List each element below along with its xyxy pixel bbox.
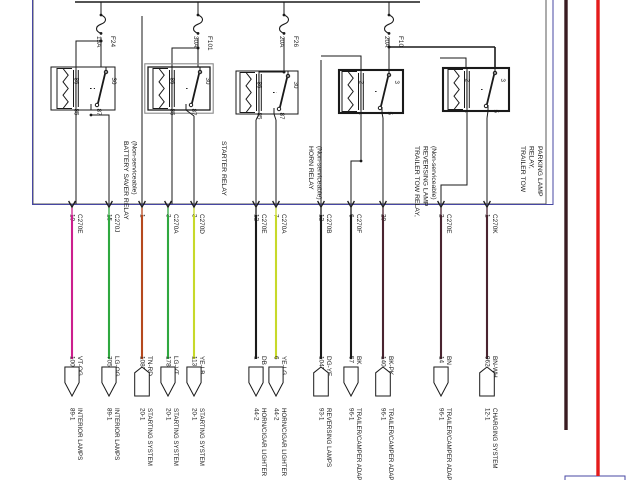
svg-text:C270E: C270E <box>76 214 83 234</box>
svg-text:TRAILER TOW RELAY,: TRAILER TOW RELAY, <box>413 146 420 217</box>
svg-text:C270F: C270F <box>355 214 362 233</box>
svg-text:30: 30 <box>110 78 117 85</box>
svg-text:96-1: 96-1 <box>438 408 445 421</box>
svg-text:C270A: C270A <box>280 214 287 234</box>
svg-text:3: 3 <box>393 81 400 85</box>
svg-text:HORN RELAY: HORN RELAY <box>307 146 314 190</box>
svg-text:DB: DB <box>260 356 267 365</box>
svg-text:44-2: 44-2 <box>273 408 280 421</box>
svg-text:86: 86 <box>169 78 176 85</box>
svg-text:140: 140 <box>380 356 387 367</box>
svg-text:3: 3 <box>499 79 506 83</box>
svg-text:113: 113 <box>191 356 198 367</box>
svg-text:44-2: 44-2 <box>253 408 260 421</box>
svg-text:5: 5 <box>492 110 499 114</box>
svg-text:STARTING SYSTEM: STARTING SYSTEM <box>198 408 205 466</box>
svg-text:TRAILER TOW: TRAILER TOW <box>519 146 526 193</box>
svg-text:89-1: 89-1 <box>106 408 113 421</box>
svg-text:86: 86 <box>73 78 80 85</box>
svg-text:6: 6 <box>273 356 280 360</box>
svg-text:C270K: C270K <box>491 214 498 234</box>
svg-text:INTERIOR LAMPS: INTERIOR LAMPS <box>113 408 120 460</box>
svg-text:F26: F26 <box>292 36 299 47</box>
svg-text:5: 5 <box>386 112 393 116</box>
svg-text:C270E: C270E <box>445 214 452 234</box>
svg-text:BN: BN <box>445 356 452 365</box>
svg-text:57: 57 <box>348 356 355 364</box>
svg-text:962: 962 <box>484 356 491 367</box>
svg-text:89-1: 89-1 <box>69 408 76 421</box>
svg-text:2: 2 <box>464 79 471 83</box>
svg-text:705: 705 <box>106 356 113 367</box>
svg-text:96-1: 96-1 <box>380 408 387 421</box>
svg-text:93-1: 93-1 <box>318 408 325 421</box>
svg-text:C270J: C270J <box>113 214 120 232</box>
svg-text:20A: 20A <box>278 36 285 48</box>
svg-text:12-1: 12-1 <box>484 408 491 421</box>
svg-text:STARTING SYSTEM: STARTING SYSTEM <box>146 408 153 466</box>
svg-text:C270D: C270D <box>198 214 205 234</box>
svg-text:30: 30 <box>204 78 211 85</box>
svg-text:87: 87 <box>278 113 285 120</box>
svg-text:20-1: 20-1 <box>165 408 172 421</box>
svg-text:1: 1 <box>253 356 260 360</box>
svg-text:20A: 20A <box>383 36 390 48</box>
svg-text:RELAY,: RELAY, <box>528 146 535 169</box>
svg-text:BK: BK <box>355 356 362 365</box>
svg-text:20-1: 20-1 <box>191 408 198 421</box>
svg-text:30A: 30A <box>192 36 199 48</box>
svg-text:2: 2 <box>358 81 365 85</box>
svg-text:TRAILER/CAMPER ADAPTER: TRAILER/CAMPER ADAPTER <box>355 408 362 480</box>
svg-text:C270E: C270E <box>260 214 267 234</box>
svg-text:(Non-serviceable): (Non-serviceable) <box>316 146 323 200</box>
svg-text:20-1: 20-1 <box>139 408 146 421</box>
svg-text:14: 14 <box>438 356 445 364</box>
svg-text:C270B: C270B <box>325 214 332 234</box>
svg-text:REVERSING LAMPS: REVERSING LAMPS <box>325 408 332 467</box>
svg-text:INTERIOR LAMPS: INTERIOR LAMPS <box>76 408 83 460</box>
svg-text:86: 86 <box>256 82 263 89</box>
svg-text:CHARGING SYSTEM: CHARGING SYSTEM <box>491 408 498 469</box>
svg-text:F24: F24 <box>109 36 116 47</box>
svg-text:PARKING LAMP: PARKING LAMP <box>536 146 543 197</box>
svg-text:STARTING SYSTEM: STARTING SYSTEM <box>172 408 179 466</box>
svg-text:HORN/CIGAR LIGHTER: HORN/CIGAR LIGHTER <box>260 408 267 477</box>
svg-text:TRAILER/CAMPER ADAPTER: TRAILER/CAMPER ADAPTER <box>445 408 452 480</box>
svg-text:F10: F10 <box>397 36 404 47</box>
svg-text:F101: F101 <box>206 36 213 51</box>
svg-text:30: 30 <box>292 82 299 89</box>
svg-text:HORN/CIGAR LIGHTER: HORN/CIGAR LIGHTER <box>280 408 287 477</box>
svg-text:BATTERY SAVER RELAY: BATTERY SAVER RELAY <box>122 141 129 220</box>
svg-text:STARTER RELAY: STARTER RELAY <box>220 141 227 196</box>
svg-text:C270A: C270A <box>172 214 179 234</box>
svg-text:(Non-serviceable): (Non-serviceable) <box>131 141 138 195</box>
svg-text:TRAILER/CAMPER ADAPTER: TRAILER/CAMPER ADAPTER <box>387 408 394 480</box>
svg-text:(Non-serviceable): (Non-serviceable) <box>430 146 437 200</box>
svg-text:87: 87 <box>190 109 197 116</box>
svg-text:REVERSING LAMP: REVERSING LAMP <box>422 146 429 207</box>
svg-text:96-1: 96-1 <box>348 408 355 421</box>
